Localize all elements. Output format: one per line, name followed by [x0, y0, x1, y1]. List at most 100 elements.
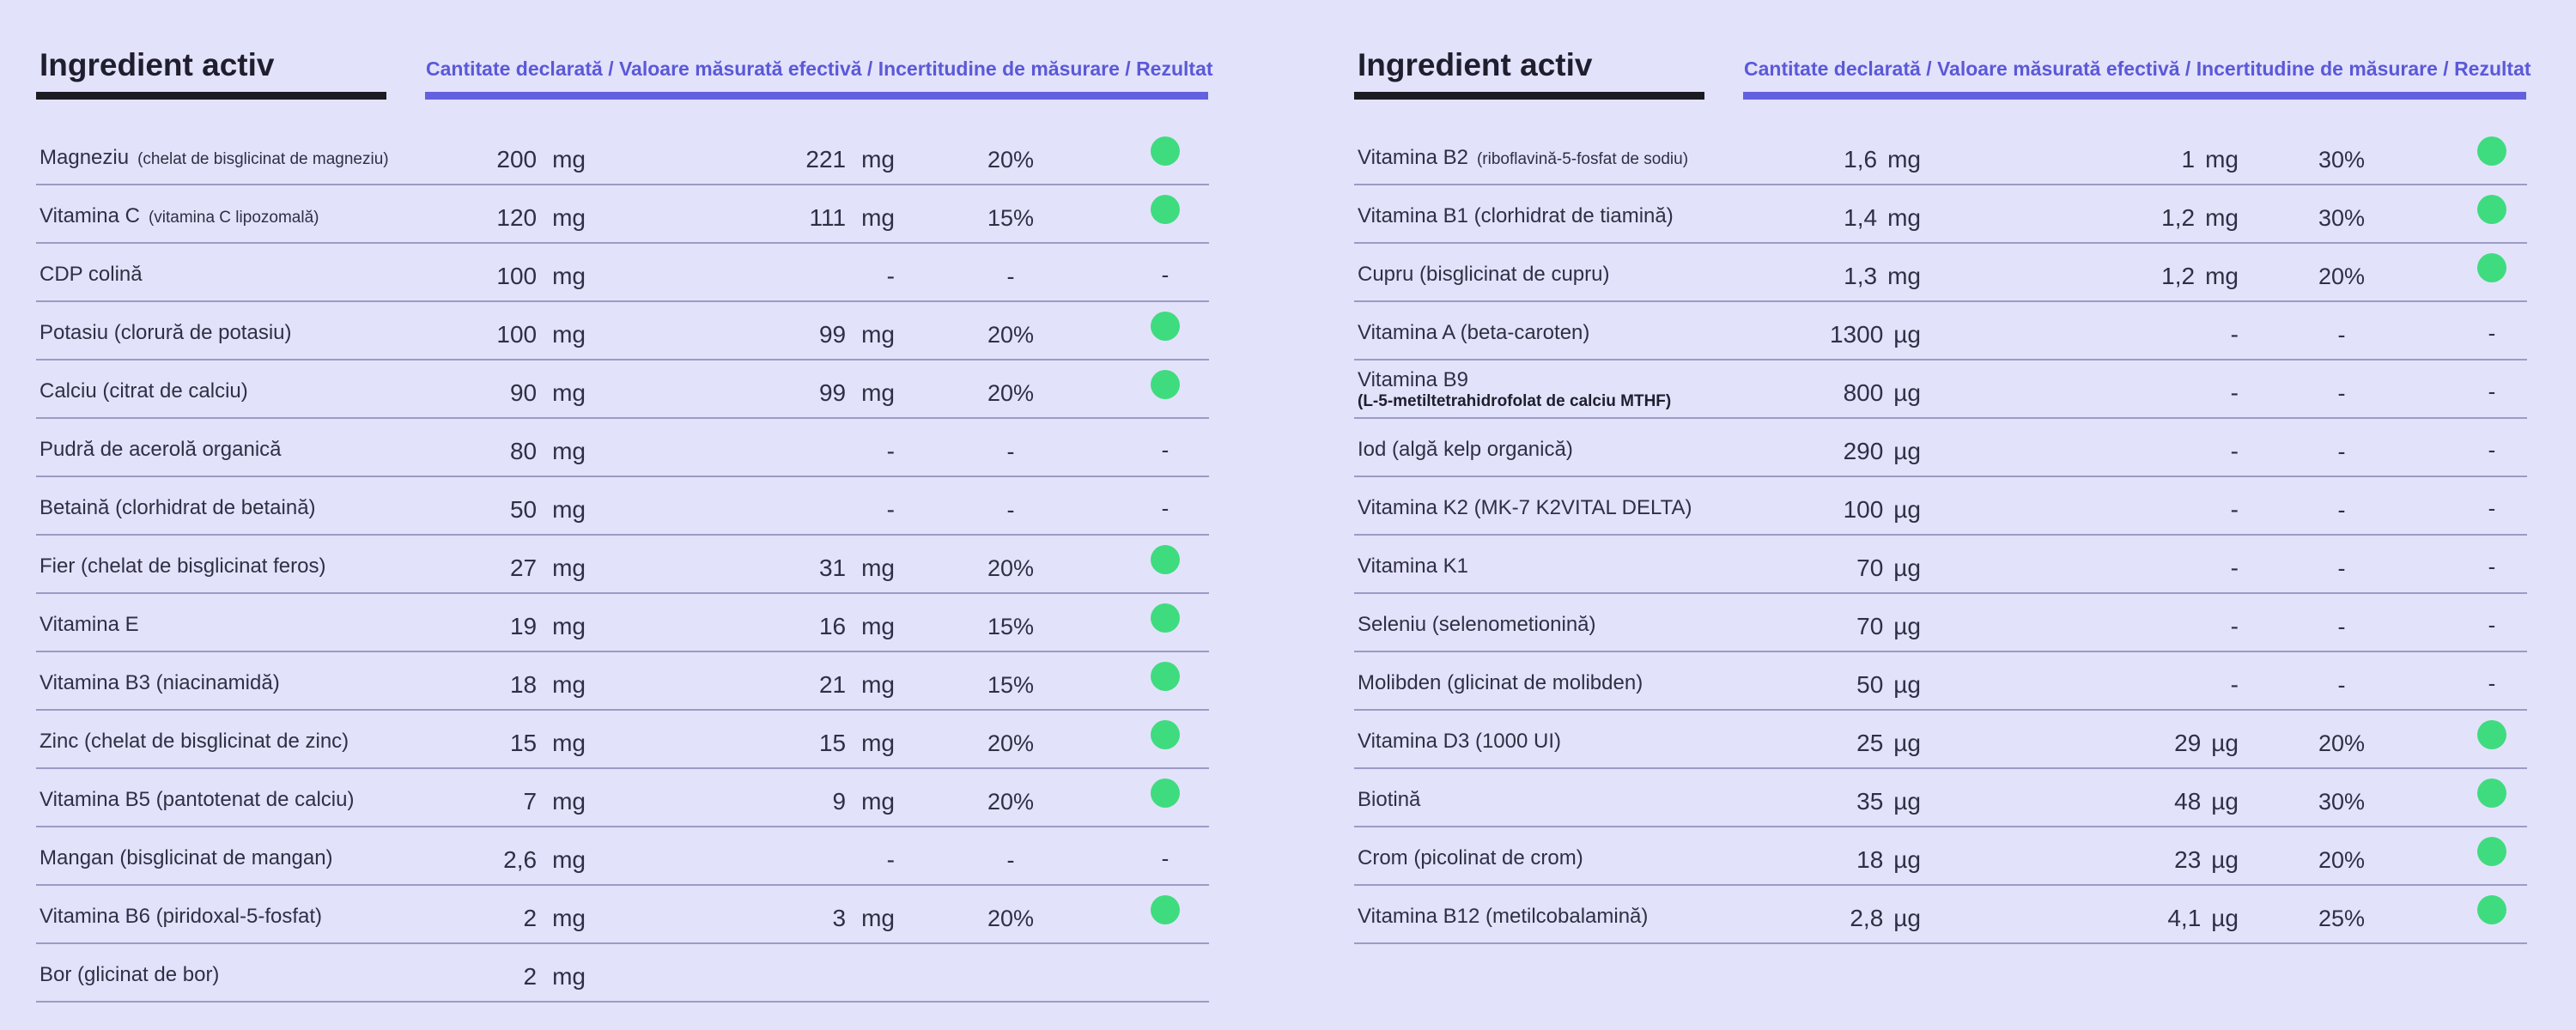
declared-value: 50: [1856, 671, 1884, 698]
table-row: Vitamina B3 (niacinamidă) 18 mg 21 mg 15%: [36, 652, 1209, 711]
measured-unit: mg: [861, 613, 895, 639]
measured-unit: mg: [2205, 204, 2239, 231]
measured-number: 31: [818, 554, 847, 581]
measured-value: 3 mg: [749, 905, 895, 932]
ingredient-label: Biotină: [1358, 788, 1421, 811]
measured-unit: mg: [2205, 263, 2239, 289]
declared-quantity: 1,3 mg: [1758, 263, 1921, 290]
declared-value: 18: [1856, 846, 1884, 873]
table-row: Betaină (clorhidrat de betaină) 50 mg - - -: [36, 477, 1209, 536]
measured-unit: mg: [861, 146, 895, 173]
declared-quantity: 19 mg: [440, 613, 586, 640]
result-cell: [1144, 545, 1187, 580]
table-row: Vitamina B6 (piridoxal-5-fosfat) 2 mg 3 mg 20…: [36, 886, 1209, 944]
measurement-uncertainty: -: [1006, 264, 1015, 289]
measured-unit: mg: [861, 554, 895, 581]
measured-number: -: [2230, 321, 2239, 348]
declared-unit: mg: [552, 438, 586, 464]
ingredient-name: Seleniu (selenometionină): [1358, 613, 1596, 637]
measurement-uncertainty: -: [2337, 497, 2346, 523]
ingredient-label: Vitamina B5 (pantotenat de calciu): [39, 788, 355, 811]
declared-value: 1,6: [1844, 146, 1878, 173]
declared-value: 800: [1843, 379, 1884, 406]
result-none: -: [2488, 320, 2496, 346]
declared-value: 70: [1856, 613, 1884, 639]
measured-value: -: [2067, 671, 2239, 699]
declared-unit: mg: [552, 146, 586, 173]
ingredient-label: Crom (picolinat de crom): [1358, 846, 1583, 869]
declared-quantity: 2 mg: [440, 905, 586, 932]
ingredient-label: Vitamina D3 (1000 UI): [1358, 730, 1561, 753]
measured-unit: mg: [861, 730, 895, 756]
declared-unit: mg: [552, 554, 586, 581]
ingredient-label: Bor (glicinat de bor): [39, 963, 220, 986]
declared-quantity: 50 µg: [1758, 671, 1921, 699]
pass-dot-icon: [1151, 195, 1180, 224]
declared-quantity: 100 mg: [440, 263, 586, 290]
pass-dot-icon: [1151, 662, 1180, 691]
ingredient-label: Calciu (citrat de calciu): [39, 379, 248, 403]
measurement-uncertainty: -: [2337, 439, 2346, 464]
declared-value: 1300: [1829, 321, 1884, 348]
measurement-uncertainty: -: [2337, 322, 2346, 348]
ingredient-name: Fier (chelat de bisglicinat feros): [39, 554, 325, 579]
table-row: Potasiu (clorură de potasiu) 100 mg 99 mg 20%: [36, 302, 1209, 360]
result-none: -: [1161, 495, 1170, 521]
result-cell: [2470, 895, 2513, 930]
declared-value: 18: [509, 671, 538, 698]
ingredient-name: Vitamina B5 (pantotenat de calciu): [39, 788, 354, 812]
declared-quantity: 15 mg: [440, 730, 586, 757]
measurement-uncertainty: 20%: [987, 322, 1035, 348]
declared-unit: mg: [552, 846, 586, 873]
measured-number: 16: [818, 613, 847, 639]
measured-value: -: [749, 263, 895, 290]
declared-quantity: 18 µg: [1758, 846, 1921, 874]
table-row: Pudră de acerolă organică 80 mg - - -: [36, 419, 1209, 477]
ingredient-name: Betaină (clorhidrat de betaină): [39, 496, 316, 520]
pass-dot-icon: [2477, 837, 2506, 866]
declared-quantity: 290 µg: [1758, 438, 1921, 465]
pass-dot-icon: [1151, 895, 1180, 924]
result-none: -: [1161, 262, 1170, 288]
result-none: -: [2488, 612, 2496, 638]
declared-unit: mg: [552, 379, 586, 406]
declared-quantity: 25 µg: [1758, 730, 1921, 757]
measured-value: -: [2067, 554, 2239, 582]
declared-unit: µg: [1893, 905, 1921, 931]
declared-value: 25: [1856, 730, 1884, 756]
measured-unit: µg: [2211, 846, 2239, 873]
result-cell: [2470, 720, 2513, 755]
declared-quantity: 800 µg: [1758, 379, 1921, 407]
result-cell: [1144, 603, 1187, 639]
declared-quantity: 2,8 µg: [1758, 905, 1921, 932]
measured-value: -: [2067, 321, 2239, 348]
measurement-uncertainty: 20%: [987, 380, 1035, 406]
ingredient-label: Pudră de acerolă organică: [39, 438, 282, 461]
ingredient-label: Vitamina B6 (piridoxal-5-fosfat): [39, 905, 323, 928]
ingredient-label: Fier (chelat de bisglicinat feros): [39, 554, 326, 578]
measured-number: -: [886, 496, 895, 523]
declared-unit: µg: [1893, 438, 1921, 464]
column-title-ingredient: Ingredient activ: [39, 47, 275, 82]
pass-dot-icon: [1151, 720, 1180, 749]
measured-value: 9 mg: [749, 788, 895, 815]
declared-unit: mg: [552, 613, 586, 639]
pass-dot-icon: [2477, 253, 2506, 282]
pass-dot-icon: [2477, 195, 2506, 224]
measured-number: 3: [832, 905, 847, 931]
result-cell: [2470, 136, 2513, 172]
ingredient-name: Bor (glicinat de bor): [39, 963, 219, 987]
declared-quantity: 2,6 mg: [440, 846, 586, 874]
declared-value: 100: [496, 321, 538, 348]
declared-value: 100: [496, 263, 538, 289]
measured-number: -: [2230, 496, 2239, 523]
measured-number: 29: [2174, 730, 2202, 756]
measurement-uncertainty: -: [1006, 847, 1015, 873]
declared-unit: µg: [1893, 788, 1921, 815]
measured-number: -: [2230, 438, 2239, 464]
measurement-uncertainty: 20%: [2318, 264, 2366, 289]
measured-unit: mg: [2205, 146, 2239, 173]
declared-value: 70: [1856, 554, 1884, 581]
measurement-uncertainty: 20%: [987, 906, 1035, 931]
ingredient-detail: (riboflavină-5-fosfat de sodiu): [1476, 150, 1689, 168]
